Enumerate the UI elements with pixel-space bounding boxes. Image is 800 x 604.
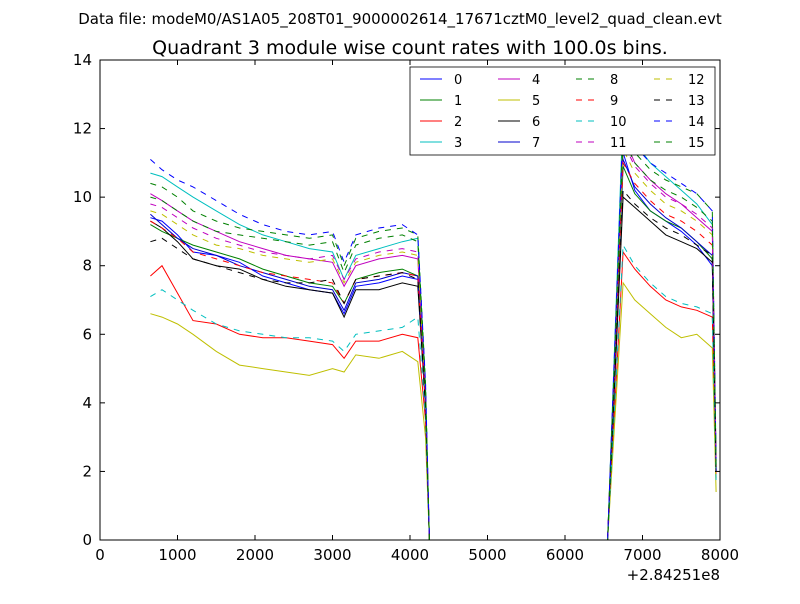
- legend-label-9: 9: [610, 94, 618, 109]
- x-tick-label: 0: [95, 546, 105, 564]
- series-line-13: [150, 189, 717, 541]
- series-line-1: [150, 166, 717, 541]
- series-layer: [150, 111, 717, 541]
- legend-label-3: 3: [454, 136, 462, 151]
- series-line-4: [150, 135, 717, 541]
- x-tick-label: 1000: [158, 546, 196, 564]
- legend-label-11: 11: [610, 136, 627, 151]
- legend-label-0: 0: [454, 73, 462, 88]
- series-line-11: [150, 142, 717, 541]
- figure-suptitle: Data file: modeM0/AS1A05_208T01_90000026…: [78, 10, 722, 29]
- legend-label-7: 7: [532, 136, 540, 151]
- series-line-8: [150, 128, 717, 541]
- y-tick-label: 14: [73, 51, 92, 69]
- x-axis-offset-label: +2.84251e8: [627, 566, 720, 584]
- legend-label-12: 12: [688, 73, 705, 88]
- legend-label-10: 10: [610, 115, 627, 130]
- x-axis: 0 1000 2000 3000 4000 5000 6000 7000 8000: [95, 60, 739, 564]
- series-line-15: [150, 138, 717, 541]
- series-line-14: [150, 121, 717, 541]
- chart-title: Quadrant 3 module wise count rates with …: [152, 37, 668, 59]
- series-line-2: [150, 250, 717, 541]
- legend-label-15: 15: [688, 136, 705, 151]
- legend-label-2: 2: [454, 115, 462, 130]
- legend-label-6: 6: [532, 115, 540, 130]
- series-line-7: [150, 159, 717, 541]
- y-tick-label: 8: [82, 257, 92, 275]
- series-line-10: [150, 243, 717, 541]
- series-line-6: [150, 196, 717, 541]
- legend-label-1: 1: [454, 94, 462, 109]
- x-tick-label: 5000: [468, 546, 506, 564]
- series-line-5: [150, 281, 717, 541]
- legend-frame: [409, 66, 716, 156]
- y-tick-label: 6: [82, 325, 92, 343]
- y-tick-label: 12: [73, 120, 92, 138]
- y-tick-label: 10: [73, 188, 92, 206]
- x-tick-label: 8000: [701, 546, 739, 564]
- x-tick-label: 4000: [391, 546, 429, 564]
- y-tick-label: 4: [82, 394, 92, 412]
- legend-label-4: 4: [532, 73, 540, 88]
- legend-label-14: 14: [688, 115, 705, 130]
- series-line-3: [150, 111, 717, 541]
- x-tick-label: 7000: [623, 546, 661, 564]
- legend-label-8: 8: [610, 73, 618, 88]
- x-tick-label: 6000: [546, 546, 584, 564]
- y-tick-label: 0: [82, 531, 92, 549]
- y-tick-label: 2: [82, 462, 92, 480]
- x-tick-label: 2000: [236, 546, 274, 564]
- legend-label-5: 5: [532, 94, 540, 109]
- x-tick-label: 3000: [313, 546, 351, 564]
- legend-label-13: 13: [688, 94, 705, 109]
- series-line-12: [150, 148, 717, 541]
